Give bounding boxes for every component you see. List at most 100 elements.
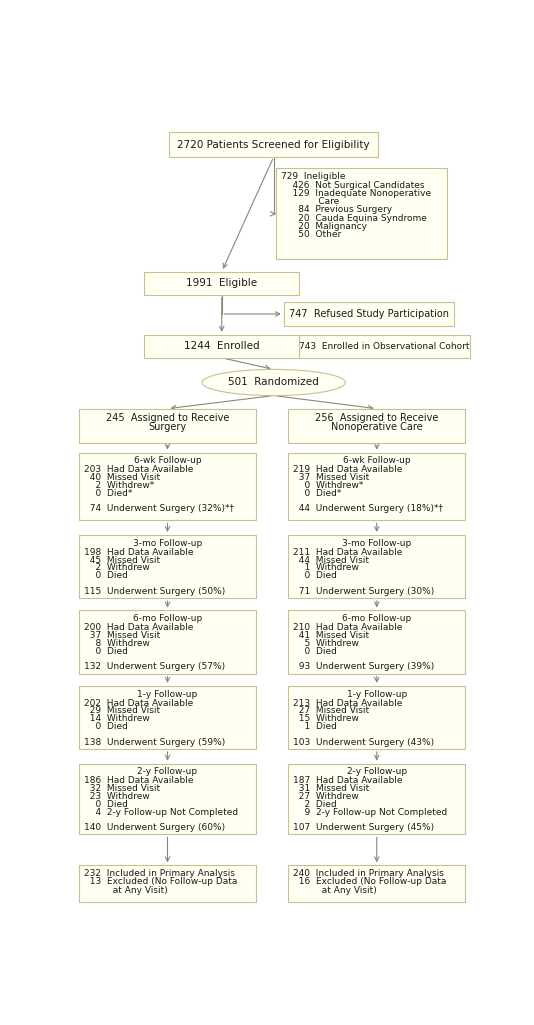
Text: 20  Malignancy: 20 Malignancy (281, 221, 367, 231)
Text: 743  Enrolled in Observational Cohort: 743 Enrolled in Observational Cohort (299, 341, 470, 351)
FancyBboxPatch shape (79, 865, 256, 902)
Text: 240  Included in Primary Analysis: 240 Included in Primary Analysis (293, 869, 444, 878)
FancyBboxPatch shape (299, 335, 470, 358)
Text: 747  Refused Study Participation: 747 Refused Study Participation (289, 309, 449, 319)
Text: 1-y Follow-up: 1-y Follow-up (137, 690, 198, 699)
Text: 211  Had Data Available: 211 Had Data Available (293, 547, 403, 557)
Text: 23  Withdrew: 23 Withdrew (84, 792, 150, 801)
Text: 245  Assigned to Receive: 245 Assigned to Receive (106, 413, 229, 423)
Text: 140  Underwent Surgery (60%): 140 Underwent Surgery (60%) (84, 823, 225, 832)
Text: 71  Underwent Surgery (30%): 71 Underwent Surgery (30%) (293, 586, 434, 596)
Text: 426  Not Surgical Candidates: 426 Not Surgical Candidates (281, 180, 424, 190)
Text: 27  Withdrew: 27 Withdrew (293, 792, 359, 801)
Text: 14  Withdrew: 14 Withdrew (84, 714, 150, 724)
Text: 37  Missed Visit: 37 Missed Visit (293, 474, 370, 482)
Text: 187  Had Data Available: 187 Had Data Available (293, 777, 403, 785)
Text: 115  Underwent Surgery (50%): 115 Underwent Surgery (50%) (84, 586, 225, 596)
Text: 6-wk Follow-up: 6-wk Follow-up (343, 456, 411, 465)
FancyBboxPatch shape (276, 168, 446, 259)
Text: 40  Missed Visit: 40 Missed Visit (84, 474, 160, 482)
Text: 0  Died: 0 Died (293, 647, 337, 656)
Text: 2-y Follow-up: 2-y Follow-up (347, 768, 407, 777)
Text: 0  Died*: 0 Died* (293, 489, 341, 498)
Text: 37  Missed Visit: 37 Missed Visit (84, 631, 160, 640)
Text: 1991  Eligible: 1991 Eligible (186, 278, 257, 288)
Text: 93  Underwent Surgery (39%): 93 Underwent Surgery (39%) (293, 662, 434, 671)
Text: at Any Visit): at Any Visit) (293, 886, 377, 895)
FancyBboxPatch shape (79, 409, 256, 443)
Text: 729  Ineligible: 729 Ineligible (281, 172, 345, 181)
Text: 210  Had Data Available: 210 Had Data Available (293, 623, 403, 632)
Text: 32  Missed Visit: 32 Missed Visit (84, 784, 160, 793)
FancyBboxPatch shape (79, 535, 256, 599)
Text: 232  Included in Primary Analysis: 232 Included in Primary Analysis (84, 869, 234, 878)
Text: 0  Died: 0 Died (293, 571, 337, 580)
Text: 44  Missed Visit: 44 Missed Visit (293, 556, 369, 565)
FancyBboxPatch shape (288, 764, 465, 834)
Text: Care: Care (281, 197, 339, 206)
Text: 2  Withdrew: 2 Withdrew (84, 564, 150, 572)
Text: 0  Died: 0 Died (84, 647, 128, 656)
Text: 213  Had Data Available: 213 Had Data Available (293, 699, 403, 707)
Text: 44  Underwent Surgery (18%)*†: 44 Underwent Surgery (18%)*† (293, 504, 443, 514)
Text: 27  Missed Visit: 27 Missed Visit (293, 706, 369, 715)
Text: 9  2-y Follow-up Not Completed: 9 2-y Follow-up Not Completed (293, 808, 447, 817)
Text: 0  Died*: 0 Died* (84, 489, 132, 498)
Text: 200  Had Data Available: 200 Had Data Available (84, 623, 193, 632)
Text: 6-wk Follow-up: 6-wk Follow-up (134, 456, 201, 465)
Text: 20  Cauda Equina Syndrome: 20 Cauda Equina Syndrome (281, 213, 427, 222)
Text: 41  Missed Visit: 41 Missed Visit (293, 631, 369, 640)
Text: 107  Underwent Surgery (45%): 107 Underwent Surgery (45%) (293, 823, 434, 832)
Text: 45  Missed Visit: 45 Missed Visit (84, 556, 160, 565)
Text: 16  Excluded (No Follow-up Data: 16 Excluded (No Follow-up Data (293, 877, 446, 887)
Text: 4  2-y Follow-up Not Completed: 4 2-y Follow-up Not Completed (84, 808, 238, 817)
Text: 0  Died: 0 Died (84, 722, 128, 731)
FancyBboxPatch shape (79, 453, 256, 521)
FancyBboxPatch shape (288, 686, 465, 749)
FancyBboxPatch shape (79, 764, 256, 834)
FancyBboxPatch shape (288, 453, 465, 521)
Text: 203  Had Data Available: 203 Had Data Available (84, 465, 193, 475)
FancyBboxPatch shape (144, 272, 299, 295)
Text: 31  Missed Visit: 31 Missed Visit (293, 784, 370, 793)
Text: 1  Withdrew: 1 Withdrew (293, 564, 359, 572)
Text: 2  Died: 2 Died (293, 800, 337, 809)
Text: 29  Missed Visit: 29 Missed Visit (84, 706, 160, 715)
Text: 1244  Enrolled: 1244 Enrolled (184, 341, 260, 352)
Text: 0  Died: 0 Died (84, 571, 128, 580)
Text: 6-mo Follow-up: 6-mo Follow-up (133, 614, 202, 623)
Text: 0  Died: 0 Died (84, 800, 128, 809)
Text: 2-y Follow-up: 2-y Follow-up (137, 768, 198, 777)
Text: 219  Had Data Available: 219 Had Data Available (293, 465, 403, 475)
Text: 202  Had Data Available: 202 Had Data Available (84, 699, 193, 707)
Text: 103  Underwent Surgery (43%): 103 Underwent Surgery (43%) (293, 738, 434, 746)
Ellipse shape (202, 369, 345, 396)
Text: 1-y Follow-up: 1-y Follow-up (347, 690, 407, 699)
Text: 501  Randomized: 501 Randomized (229, 377, 319, 387)
Text: 2720 Patients Screened for Eligibility: 2720 Patients Screened for Eligibility (177, 139, 370, 150)
FancyBboxPatch shape (79, 611, 256, 673)
Text: 2  Withdrew*: 2 Withdrew* (84, 481, 154, 490)
Text: 0  Withdrew*: 0 Withdrew* (293, 481, 364, 490)
Text: 13  Excluded (No Follow-up Data: 13 Excluded (No Follow-up Data (84, 877, 237, 887)
Text: Surgery: Surgery (148, 422, 186, 433)
Text: Nonoperative Care: Nonoperative Care (331, 422, 422, 433)
Text: 84  Previous Surgery: 84 Previous Surgery (281, 205, 392, 214)
Text: 5  Withdrew: 5 Withdrew (293, 639, 359, 648)
Text: 132  Underwent Surgery (57%): 132 Underwent Surgery (57%) (84, 662, 225, 671)
Text: 6-mo Follow-up: 6-mo Follow-up (342, 614, 411, 623)
Text: 3-mo Follow-up: 3-mo Follow-up (342, 539, 411, 547)
FancyBboxPatch shape (79, 686, 256, 749)
FancyBboxPatch shape (144, 335, 299, 358)
Text: 186  Had Data Available: 186 Had Data Available (84, 777, 193, 785)
FancyBboxPatch shape (169, 132, 378, 157)
Text: 1  Died: 1 Died (293, 722, 337, 731)
Text: 8  Withdrew: 8 Withdrew (84, 639, 150, 648)
Text: 256  Assigned to Receive: 256 Assigned to Receive (315, 413, 438, 423)
FancyBboxPatch shape (288, 865, 465, 902)
Text: 198  Had Data Available: 198 Had Data Available (84, 547, 193, 557)
Text: 15  Withdrew: 15 Withdrew (293, 714, 359, 724)
FancyBboxPatch shape (288, 409, 465, 443)
Text: 50  Other: 50 Other (281, 230, 341, 239)
Text: 129  Inadequate Nonoperative: 129 Inadequate Nonoperative (281, 189, 431, 198)
